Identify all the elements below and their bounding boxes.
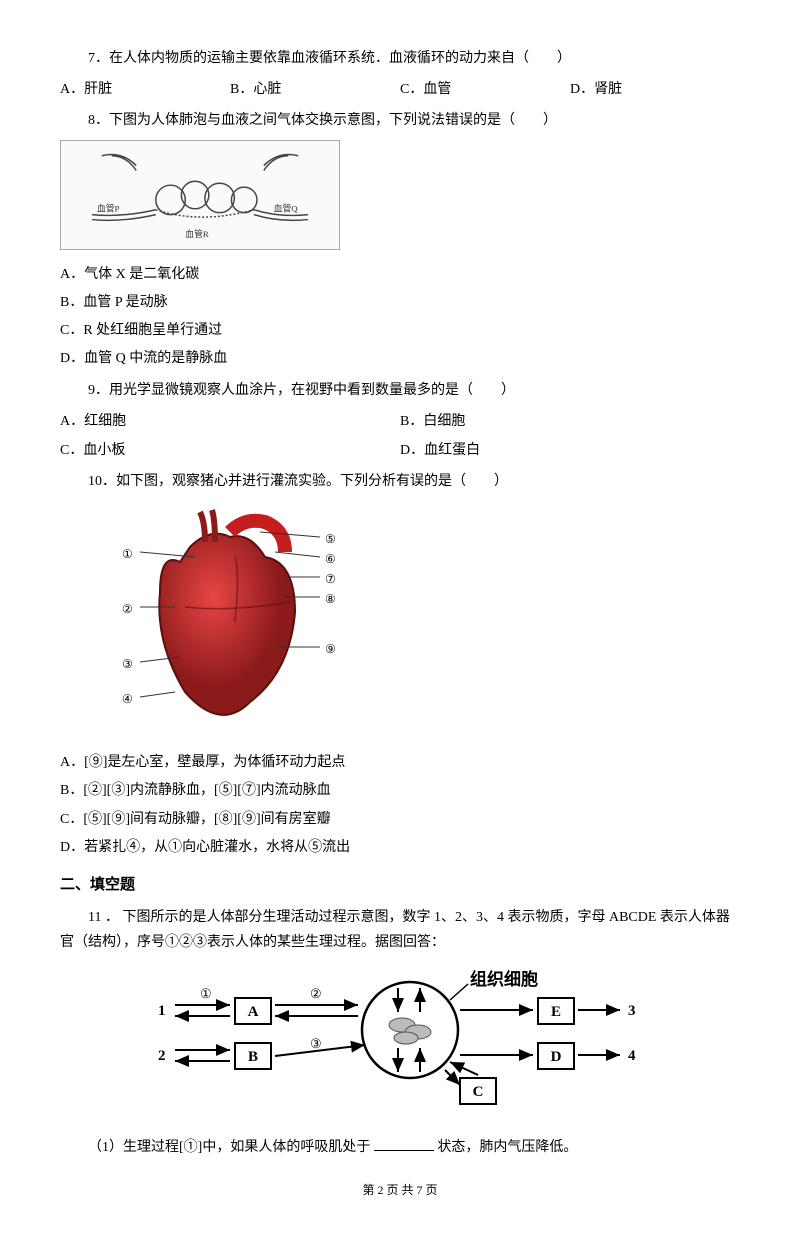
label-r: 血管R xyxy=(185,228,209,239)
q10-option-d: D．若紧扎④，从①向心脏灌水，水将从⑤流出 xyxy=(60,835,740,860)
heart-label-3: ③ xyxy=(122,654,133,676)
svg-text:E: E xyxy=(551,1004,561,1020)
q9-option-c: C．血小板 xyxy=(60,438,400,463)
q7-option-c: C．血管 xyxy=(400,77,570,102)
question-10-text: 10．如下图，观察猪心并进行灌流实验。下列分析有误的是（ ） xyxy=(60,469,740,494)
question-9-options-2: C．血小板 D．血红蛋白 xyxy=(60,438,740,463)
physio-4: 4 xyxy=(628,1048,636,1064)
heart-diagram: ① ② ③ ④ ⑤ ⑥ ⑦ ⑧ ⑨ xyxy=(90,502,370,742)
question-8-text: 8．下图为人体肺泡与血液之间气体交换示意图，下列说法错误的是（ ） xyxy=(60,108,740,133)
q11-sub1: （1）生理过程[①]中，如果人体的呼吸肌处于 状态，肺内气压降低。 xyxy=(88,1135,740,1160)
heart-label-9: ⑨ xyxy=(325,639,336,661)
svg-text:①: ① xyxy=(200,986,212,1001)
question-7-text: 7．在人体内物质的运输主要依靠血液循环系统．血液循环的动力来自（ ） xyxy=(60,46,740,71)
question-9-text: 9．用光学显微镜观察人血涂片，在视野中看到数量最多的是（ ） xyxy=(60,378,740,403)
physio-3: 3 xyxy=(628,1003,636,1019)
svg-text:A: A xyxy=(248,1004,259,1020)
page-footer: 第 2 页 共 7 页 xyxy=(60,1180,740,1202)
q9-option-a: A．红细胞 xyxy=(60,409,400,434)
heart-label-8: ⑧ xyxy=(325,589,336,611)
svg-text:D: D xyxy=(551,1049,562,1065)
q8-option-c: C．R 处红细胞呈单行通过 xyxy=(60,318,740,343)
heart-label-4: ④ xyxy=(122,689,133,711)
heart-label-2: ② xyxy=(122,599,133,621)
physiology-diagram: 1 2 3 4 A B E D C xyxy=(150,970,650,1119)
q11-sub1-pre: （1）生理过程[①]中，如果人体的呼吸肌处于 xyxy=(88,1140,370,1155)
heart-label-7: ⑦ xyxy=(325,569,336,591)
q8-option-b: B．血管 P 是动脉 xyxy=(60,290,740,315)
q9-option-b: B．白细胞 xyxy=(400,409,740,434)
label-p: 血管P xyxy=(97,202,120,213)
question-7-options: A．肝脏 B．心脏 C．血管 D．肾脏 xyxy=(60,77,740,102)
svg-text:C: C xyxy=(473,1084,484,1100)
q7-option-b: B．心脏 xyxy=(230,77,400,102)
question-9-options-1: A．红细胞 B．白细胞 xyxy=(60,409,740,434)
heart-label-5: ⑤ xyxy=(325,529,336,551)
q7-option-d: D．肾脏 xyxy=(570,77,740,102)
svg-text:③: ③ xyxy=(310,1036,322,1051)
alveoli-diagram: 血管P 血管Q 血管R xyxy=(60,140,740,259)
q10-option-a: A．[⑨]是左心室，壁最厚，为体循环动力起点 xyxy=(60,750,740,775)
q8-option-d: D．血管 Q 中流的是静脉血 xyxy=(60,346,740,371)
q8-option-a: A．气体 X 是二氧化碳 xyxy=(60,262,740,287)
physio-1: 1 xyxy=(158,1003,166,1019)
section-2-title: 二、填空题 xyxy=(60,872,740,899)
q9-option-d: D．血红蛋白 xyxy=(400,438,740,463)
q10-option-b: B．[②][③]内流静脉血，[⑤][⑦]内流动脉血 xyxy=(60,778,740,803)
heart-label-6: ⑥ xyxy=(325,549,336,571)
svg-text:B: B xyxy=(248,1049,258,1065)
q11-blank-1[interactable] xyxy=(374,1135,434,1151)
svg-text:②: ② xyxy=(310,986,322,1001)
physio-2: 2 xyxy=(158,1048,166,1064)
label-q: 血管Q xyxy=(274,202,299,213)
tissue-label: 组织细胞 xyxy=(470,970,538,989)
heart-label-1: ① xyxy=(122,544,133,566)
question-11-text: 11 ． 下图所示的是人体部分生理活动过程示意图，数字 1、2、3、4 表示物质… xyxy=(60,905,740,955)
q11-sub1-post: 状态，肺内气压降低。 xyxy=(437,1140,577,1155)
q7-option-a: A．肝脏 xyxy=(60,77,230,102)
q10-option-c: C．[⑤][⑨]间有动脉瓣，[⑧][⑨]间有房室瓣 xyxy=(60,807,740,832)
